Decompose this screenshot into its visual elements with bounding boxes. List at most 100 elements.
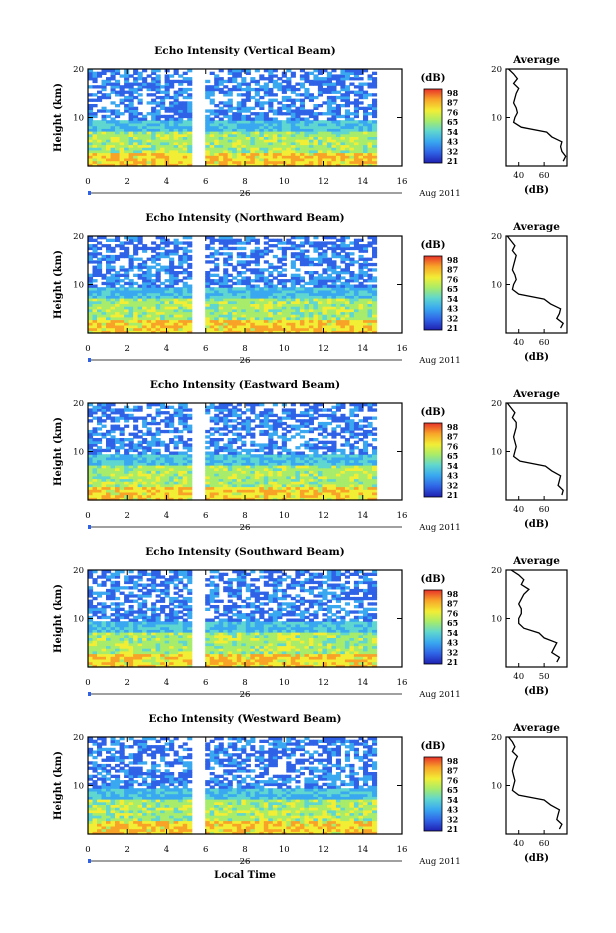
data-gap bbox=[196, 69, 202, 166]
echo-cell bbox=[93, 427, 98, 430]
echo-cell bbox=[340, 120, 345, 123]
echo-cell bbox=[183, 77, 188, 80]
echo-cell bbox=[322, 268, 327, 271]
echo-cell bbox=[345, 454, 350, 457]
echo-cell bbox=[282, 241, 287, 244]
echo-cell bbox=[309, 427, 314, 430]
echo-cell bbox=[268, 118, 273, 121]
echo-cell bbox=[250, 250, 255, 253]
echo-cell bbox=[282, 263, 287, 266]
echo-cell bbox=[232, 107, 237, 110]
echo-cell bbox=[115, 438, 120, 441]
echo-cell bbox=[277, 107, 282, 110]
echo-cell bbox=[354, 285, 359, 288]
echo-cell bbox=[138, 112, 143, 115]
echo-cell bbox=[345, 85, 350, 88]
echo-cell bbox=[259, 287, 264, 290]
echo-cell bbox=[327, 72, 332, 75]
echo-cell bbox=[205, 452, 210, 455]
echo-cell bbox=[223, 268, 228, 271]
echo-cell bbox=[210, 260, 215, 263]
echo-cell bbox=[223, 80, 228, 83]
echo-cell bbox=[372, 438, 377, 441]
echo-cell bbox=[363, 83, 368, 86]
echo-cell bbox=[286, 96, 291, 99]
echo-cell bbox=[178, 101, 183, 104]
x-tick-label: 14 bbox=[357, 344, 368, 354]
echo-cell bbox=[151, 77, 156, 80]
echo-cell bbox=[336, 433, 341, 436]
echo-cell bbox=[259, 96, 264, 99]
echo-cell bbox=[129, 255, 134, 258]
echo-cell bbox=[354, 274, 359, 277]
echo-cell bbox=[309, 80, 314, 83]
echo-cell bbox=[232, 287, 237, 290]
echo-cell bbox=[255, 454, 260, 457]
echo-cell bbox=[106, 454, 111, 457]
echo-cell bbox=[138, 99, 143, 102]
echo-cell bbox=[147, 120, 152, 123]
echo-cell bbox=[354, 454, 359, 457]
echo-cell bbox=[300, 83, 305, 86]
echo-cell bbox=[368, 93, 373, 96]
echo-cell bbox=[106, 120, 111, 123]
colorbar-tick-label: 65 bbox=[447, 117, 458, 127]
echo-cell bbox=[250, 88, 255, 91]
echo-cell bbox=[273, 93, 278, 96]
x-tick-label: 6 bbox=[203, 344, 208, 354]
echo-cell bbox=[237, 260, 242, 263]
echo-cell bbox=[345, 252, 350, 255]
echo-cell bbox=[232, 85, 237, 88]
echo-cell bbox=[97, 258, 102, 261]
echo-cell bbox=[138, 118, 143, 121]
echo-cell bbox=[183, 96, 188, 99]
echo-cell bbox=[309, 109, 314, 112]
echo-cell bbox=[210, 85, 215, 88]
echo-cell bbox=[151, 241, 156, 244]
echo-cell bbox=[250, 118, 255, 121]
echo-cell bbox=[327, 118, 332, 121]
echo-cell bbox=[232, 247, 237, 250]
echo-cell bbox=[368, 430, 373, 433]
x-tick-label: 0 bbox=[85, 344, 90, 354]
echo-cell bbox=[291, 452, 296, 455]
x-tick-label: 6 bbox=[203, 177, 208, 187]
echo-cell bbox=[359, 438, 364, 441]
echo-cell bbox=[268, 239, 273, 242]
echo-cell bbox=[264, 452, 269, 455]
echo-cell bbox=[187, 454, 192, 457]
echo-cell bbox=[340, 276, 345, 279]
echo-cell bbox=[368, 274, 373, 277]
echo-cell bbox=[120, 274, 125, 277]
echo-cell bbox=[228, 99, 233, 102]
echo-cell bbox=[336, 120, 341, 123]
echo-cell bbox=[120, 74, 125, 77]
echo-cell bbox=[359, 77, 364, 80]
echo-cell bbox=[183, 268, 188, 271]
echo-cell bbox=[295, 244, 300, 247]
echo-cell bbox=[205, 85, 210, 88]
x-tick-label: 8 bbox=[242, 177, 247, 187]
echo-cell bbox=[291, 435, 296, 438]
echo-cell bbox=[169, 96, 174, 99]
echo-cell bbox=[219, 446, 224, 449]
echo-cell bbox=[304, 282, 309, 285]
echo-cell bbox=[174, 271, 179, 274]
echo-cell bbox=[115, 255, 120, 258]
echo-cell bbox=[223, 85, 228, 88]
echo-cell bbox=[115, 271, 120, 274]
echo-cell bbox=[93, 438, 98, 441]
echo-cell bbox=[106, 430, 111, 433]
echo-cell bbox=[291, 241, 296, 244]
echo-cell bbox=[340, 93, 345, 96]
echo-cell bbox=[219, 101, 224, 104]
echo-cell bbox=[187, 93, 192, 96]
echo-cell bbox=[363, 441, 368, 444]
echo-cell bbox=[210, 268, 215, 271]
echo-cell bbox=[214, 427, 219, 430]
echo-cell bbox=[300, 241, 305, 244]
echo-cell bbox=[286, 118, 291, 121]
echo-cell bbox=[187, 77, 192, 80]
echo-cell bbox=[349, 285, 354, 288]
echo-cell bbox=[363, 91, 368, 94]
